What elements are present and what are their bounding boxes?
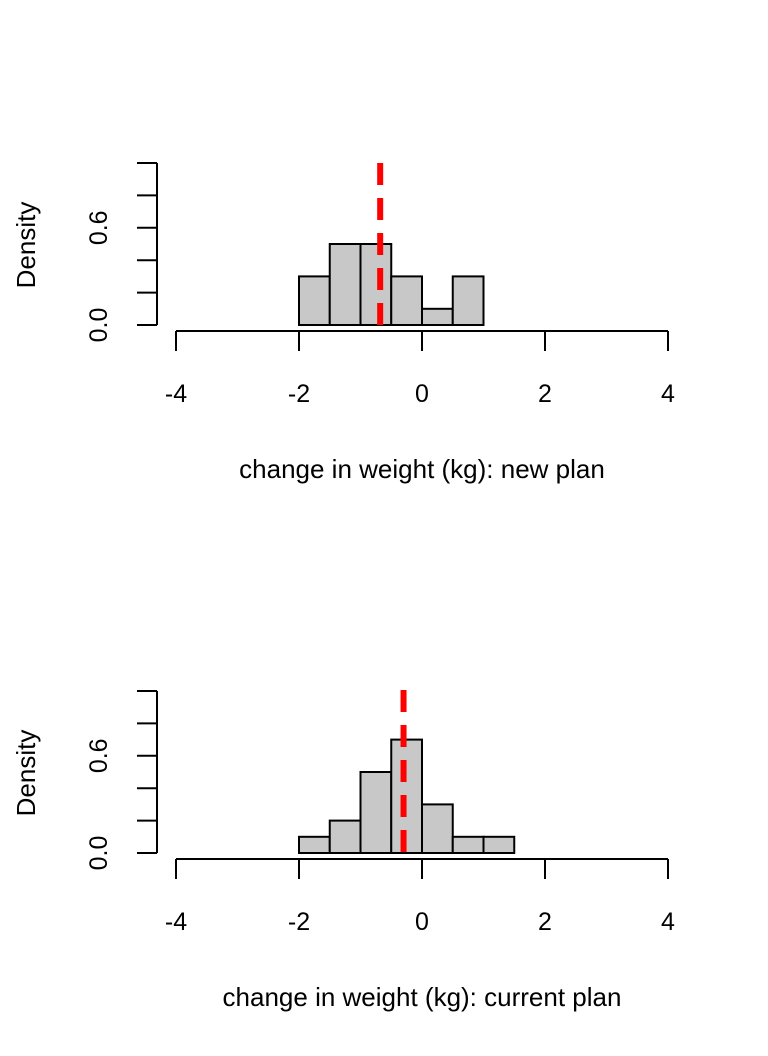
x-tick-label: 0 — [415, 908, 429, 936]
y-axis-title: Density — [11, 730, 41, 817]
histogram-new-plan: Density change in weight (kg): new plan … — [11, 162, 675, 484]
x-tick-label: 2 — [538, 908, 552, 936]
histogram-bar — [359, 771, 393, 854]
histogram-bar — [421, 803, 454, 855]
x-tick-label: 0 — [415, 380, 429, 408]
x-tick-label: 4 — [661, 380, 675, 408]
histogram-bar — [328, 243, 362, 326]
histogram-bar — [390, 738, 423, 854]
y-axis-title: Density — [11, 202, 41, 289]
histogram-bar — [482, 835, 516, 854]
x-tick-label: -4 — [165, 908, 187, 936]
histogram-bar — [298, 835, 331, 854]
y-tick-label: 0.6 — [85, 210, 113, 245]
x-tick-label: -2 — [288, 380, 310, 408]
histogram-bar — [451, 835, 485, 854]
histogram-bar — [421, 307, 454, 326]
histogram-bar — [451, 275, 485, 326]
histogram-bar — [390, 275, 423, 326]
histogram-current-plan: Density change in weight (kg): current p… — [11, 690, 675, 1012]
x-tick-label: 2 — [538, 380, 552, 408]
y-tick-label: 0.0 — [85, 308, 113, 343]
y-tick-label: 0.6 — [85, 738, 113, 773]
y-tick-label: 0.0 — [85, 836, 113, 871]
x-tick-label: -2 — [288, 908, 310, 936]
histogram-bar — [359, 243, 393, 326]
x-axis-title: change in weight (kg): new plan — [239, 454, 605, 484]
x-tick-label: -4 — [165, 380, 187, 408]
x-axis-title: change in weight (kg): current plan — [223, 982, 622, 1012]
x-tick-label: 4 — [661, 908, 675, 936]
histogram-bar — [298, 275, 331, 326]
histogram-bar — [328, 819, 362, 854]
